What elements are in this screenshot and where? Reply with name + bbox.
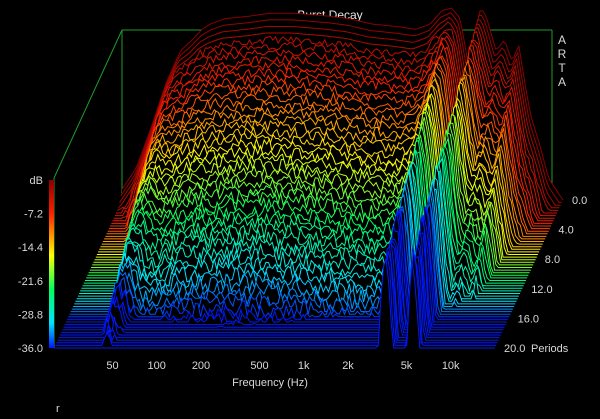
slice-mask	[54, 258, 495, 348]
decay-slice-line	[99, 92, 541, 250]
decay-slice-line	[67, 206, 509, 321]
decay-slice-line	[111, 44, 553, 224]
decay-slice-line	[58, 239, 500, 339]
decay-slice-line	[57, 245, 499, 342]
decay-slice-line	[74, 178, 516, 305]
decay-slice-line	[65, 209, 507, 324]
x-tick-label: 2k	[342, 360, 354, 372]
decay-slices	[54, 7, 564, 349]
decay-slice-line	[60, 239, 501, 336]
decay-slice-line	[93, 111, 535, 263]
decay-slice-line	[117, 26, 559, 211]
color-scale-tick: -28.8	[18, 309, 43, 321]
x-axis-label: Frequency (Hz)	[232, 377, 308, 389]
decay-slice-line	[55, 248, 497, 346]
decay-slice-line	[64, 212, 506, 326]
z-tick-label: 8.0	[545, 254, 560, 266]
z-tick-label: 20.0	[504, 343, 525, 355]
color-scale-tick: -14.4	[18, 242, 43, 254]
color-scale-tick: -7.2	[24, 209, 43, 221]
color-scale-bar	[49, 180, 54, 348]
decay-slice-line	[69, 201, 511, 317]
decay-slice-line	[100, 84, 542, 248]
box-diagonal-edge	[53, 29, 123, 179]
brand-letter: A	[558, 33, 566, 47]
decay-slice-line	[56, 250, 498, 344]
decay-slice-line	[113, 37, 555, 219]
z-tick-label: 16.0	[518, 313, 539, 325]
decay-slice-line	[95, 102, 537, 258]
decay-slice-line	[94, 108, 536, 261]
x-tick-label: 50	[106, 360, 118, 372]
decay-slice-line	[81, 156, 523, 289]
decay-slice-line	[112, 41, 554, 222]
decay-slice-line	[83, 146, 525, 284]
decay-slice-line	[119, 16, 561, 206]
decay-slice-line	[101, 81, 543, 245]
x-tick-label: 200	[192, 360, 210, 372]
color-scale-tick: -21.6	[18, 276, 43, 288]
decay-slice-line	[61, 230, 503, 333]
decay-slice-line	[120, 12, 562, 204]
decay-slice-line	[62, 232, 504, 331]
footer-mark: r	[56, 403, 60, 415]
x-tick-label: 500	[250, 360, 268, 372]
decay-slice-line	[108, 56, 550, 230]
z-axis-ticks: 0.0 4.0 8.0 12.0 16.0 20.0	[504, 195, 587, 355]
brand-letter: R	[558, 47, 567, 61]
z-axis-label: Periods	[531, 343, 569, 355]
brand-letter: T	[558, 61, 566, 75]
decay-slice-line	[68, 206, 510, 319]
color-scale-ticks: dB -7.2 -14.4 -21.6 -28.8 -36.0	[18, 175, 43, 355]
decay-slice-line	[121, 7, 564, 201]
x-axis-ticks: 50 100 200 500 1k 2k 5k 10k	[106, 360, 460, 372]
decay-slice-line	[96, 102, 538, 255]
z-tick-label: 12.0	[531, 284, 552, 296]
decay-slice-line	[80, 161, 522, 293]
decay-slice-line	[75, 183, 517, 302]
x-tick-label: 100	[148, 360, 166, 372]
color-scale-tick: -36.0	[18, 343, 43, 355]
decay-slice-line	[85, 149, 526, 281]
x-tick-label: 5k	[401, 360, 413, 372]
decay-slice-line	[76, 170, 518, 301]
decay-slice-line	[71, 191, 513, 311]
decay-slice-line	[73, 184, 515, 307]
decay-slice-line	[87, 137, 529, 276]
x-tick-label: 1k	[298, 360, 310, 372]
color-scale-tick: dB	[30, 175, 43, 187]
decay-slice-line	[88, 129, 530, 274]
decay-slice-line	[102, 77, 544, 242]
brand-letter: A	[558, 75, 566, 89]
decay-slice-line	[82, 149, 524, 287]
decay-slice-line	[110, 55, 552, 227]
decay-slice-line	[98, 94, 540, 253]
decay-slice-line	[79, 162, 521, 294]
decay-slice-line	[107, 59, 549, 232]
decay-slice-line	[54, 258, 495, 349]
decay-slice-line	[63, 216, 505, 328]
x-tick-label: 10k	[442, 360, 460, 372]
decay-slice-line	[70, 196, 512, 313]
decay-slice-line	[116, 30, 557, 214]
decay-slice-line	[114, 35, 556, 217]
decay-slice-line	[77, 165, 519, 297]
z-tick-label: 4.0	[558, 225, 573, 237]
decay-slice-line	[106, 61, 548, 235]
decay-slice-line	[118, 21, 560, 209]
decay-slice-line	[105, 70, 547, 237]
z-tick-label: 0.0	[572, 195, 587, 207]
